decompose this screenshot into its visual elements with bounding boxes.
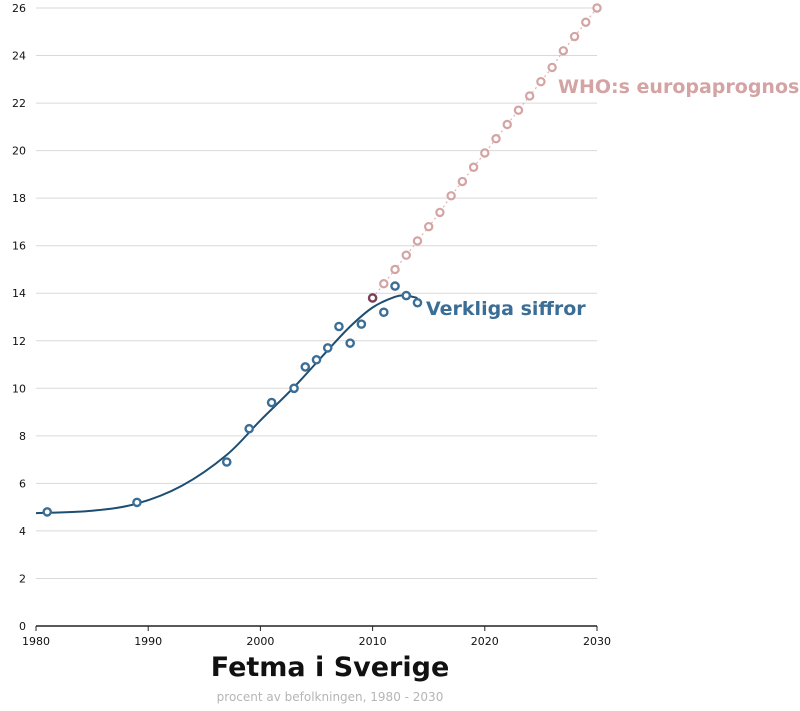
series-layer: [35, 3, 602, 517]
data-point-who-forecast: [536, 76, 546, 87]
data-point-actual-figures: [379, 307, 389, 318]
x-tick-label: 2010: [359, 635, 387, 648]
y-tick-label: 16: [12, 240, 26, 253]
data-point-actual-figures: [300, 362, 311, 372]
chart-title: Fetma i Sverige: [210, 652, 450, 683]
data-point-actual-figures: [266, 397, 277, 408]
data-point-who-forecast: [524, 91, 535, 101]
y-tick-label: 18: [12, 192, 26, 205]
series-line-who-forecast: [372, 7, 598, 299]
y-tick-label: 20: [12, 145, 26, 158]
x-tick-label: 2030: [583, 635, 611, 648]
data-point-who-forecast: [480, 148, 490, 158]
y-tick-label: 4: [19, 525, 26, 538]
x-tick-label: 1980: [22, 635, 50, 648]
y-tick-label: 8: [19, 430, 26, 443]
data-point-actual-figures: [132, 497, 142, 508]
data-point-who-forecast: [379, 279, 389, 289]
y-tick-label: 0: [19, 620, 26, 633]
data-point-actual-figures: [42, 507, 53, 517]
data-point-who-forecast: [592, 3, 602, 13]
data-point-who-forecast: [502, 119, 512, 130]
data-point-actual-figures: [221, 457, 232, 467]
data-point-who-forecast: [446, 191, 456, 201]
series-label-actual-figures: Verkliga siffror: [426, 298, 586, 320]
y-tick-label: 6: [19, 477, 26, 490]
series-label-who-forecast: WHO:s europaprognos: [558, 76, 799, 98]
data-point-who-forecast: [569, 31, 580, 42]
data-point-who-forecast: [558, 46, 569, 56]
y-tick-label: 10: [12, 382, 26, 395]
data-point-who-forecast: [401, 250, 411, 260]
data-point-who-forecast: [390, 264, 400, 275]
data-point-actual-figures: [334, 321, 344, 332]
y-tick-label: 2: [19, 572, 26, 585]
data-point-who-forecast: [424, 221, 434, 232]
x-axis-ticks: 1980 1990 2000 2010 2020 2030: [22, 626, 611, 648]
y-tick-label: 14: [12, 287, 26, 300]
data-point-actual-figures: [289, 383, 299, 394]
data-point-who-forecast: [435, 207, 445, 218]
data-point-actual-figures: [412, 297, 423, 308]
x-tick-label: 2000: [246, 635, 274, 648]
chart-subtitle: procent av befolkningen, 1980 - 2030: [216, 690, 444, 704]
y-tick-label: 22: [12, 97, 26, 110]
data-point-actual-figures: [356, 319, 367, 329]
data-point-who-forecast: [468, 162, 479, 172]
data-point-who-forecast: [491, 134, 501, 144]
data-point-overlap: [367, 293, 378, 303]
data-point-who-forecast: [457, 176, 468, 187]
data-point-actual-figures: [244, 423, 254, 434]
data-point-who-forecast: [513, 105, 524, 115]
y-tick-label: 12: [12, 335, 26, 348]
data-point-actual-figures: [390, 281, 400, 291]
x-tick-label: 1990: [134, 635, 162, 648]
data-point-who-forecast: [581, 17, 591, 27]
x-tick-label: 2020: [471, 635, 499, 648]
data-point-actual-figures: [345, 338, 355, 348]
y-tick-label: 24: [12, 50, 26, 63]
data-point-who-forecast: [547, 62, 557, 73]
y-tick-label: 26: [12, 2, 26, 15]
grid-lines: [36, 7, 597, 579]
data-point-actual-figures: [322, 343, 333, 353]
data-point-actual-figures: [311, 354, 322, 365]
data-point-actual-figures: [401, 290, 412, 301]
data-point-who-forecast: [412, 236, 423, 246]
